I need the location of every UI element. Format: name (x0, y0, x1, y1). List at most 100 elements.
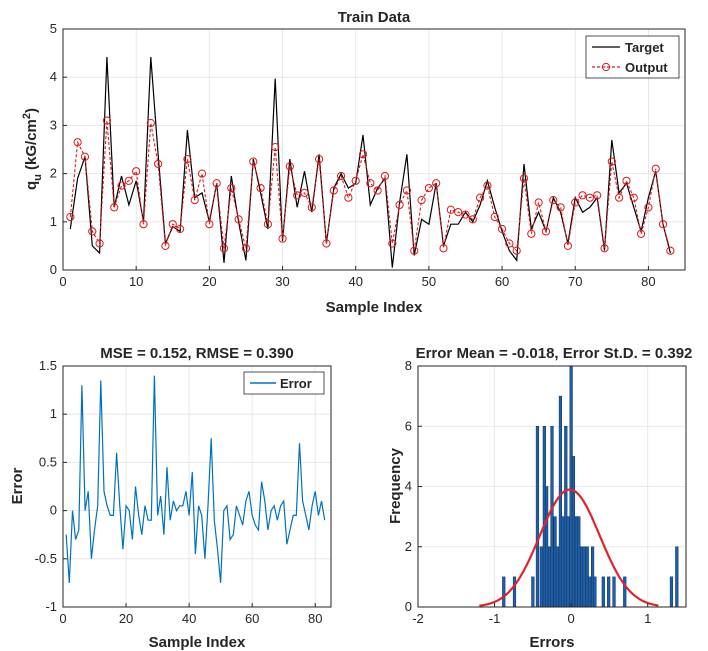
output-point (461, 210, 470, 219)
error-ytick-label: 0 (50, 503, 57, 518)
train-ytick-label: 4 (50, 69, 57, 84)
train-xtick-label: 20 (202, 274, 216, 289)
output-point (615, 193, 624, 202)
hist-bar (669, 576, 674, 608)
output-point (439, 244, 448, 253)
output-point (336, 171, 346, 181)
error-ytick-label: -0.5 (35, 551, 57, 566)
output-point (395, 200, 404, 210)
output-point (256, 183, 265, 193)
output-point (205, 220, 214, 229)
error-series (65, 375, 326, 583)
output-point (241, 244, 251, 253)
train-xtick-label: 0 (59, 274, 66, 289)
error-ticks: 0 20 40 60 80 -1 -0.5 0 0.5 1 1.5 (35, 358, 323, 626)
hist-bar (545, 486, 549, 608)
error-xtick-label: 60 (245, 611, 259, 626)
train-ytick-label: 3 (50, 117, 57, 132)
hist-bar (566, 516, 570, 608)
hist-bar (593, 576, 597, 608)
output-point (578, 191, 587, 200)
output-point (66, 212, 75, 222)
output-point (527, 229, 536, 238)
output-point (593, 191, 602, 200)
legend-output-label: Output (625, 60, 668, 75)
hist-ytick-label: 6 (405, 418, 412, 433)
output-point (541, 227, 551, 236)
train-plot-area (63, 29, 685, 270)
output-point (483, 181, 492, 190)
train-title: Train Data (338, 9, 411, 26)
error-xtick-label: 0 (59, 611, 66, 626)
output-point (505, 239, 514, 248)
hist-xtick-label: 1 (644, 611, 651, 626)
output-point (329, 186, 338, 195)
hist-bar (561, 516, 565, 608)
error-line (65, 375, 326, 583)
hist-bar (512, 576, 517, 608)
output-point (175, 224, 185, 234)
output-point (117, 181, 126, 190)
output-point (424, 183, 433, 193)
hist-bar (577, 516, 581, 608)
output-point (563, 241, 573, 250)
histogram-chart: -2 -1 0 1 0 2 4 6 8 Error Mean = -0.018, Error S… (387, 345, 692, 651)
output-point (263, 220, 272, 229)
output-point (454, 208, 463, 217)
output-point (410, 246, 419, 255)
output-point (497, 224, 507, 234)
output-point (183, 155, 192, 164)
train-legend: Target Output (585, 35, 680, 79)
output-point (585, 193, 594, 202)
error-title: MSE = 0.152, RMSE = 0.390 (100, 345, 293, 362)
hist-xlabel: Errors (529, 634, 574, 651)
output-point (249, 157, 258, 166)
hist-xtick-label: -2 (412, 611, 424, 626)
train-ytick-label: 0 (50, 262, 57, 277)
output-point (534, 198, 543, 207)
output-point (197, 169, 207, 178)
train-xtick-label: 70 (568, 274, 582, 289)
output-point (651, 164, 660, 173)
output-point (351, 176, 360, 185)
error-legend-box (243, 371, 325, 395)
hist-bar (502, 576, 506, 608)
train-xtick-label: 60 (495, 274, 509, 289)
output-point (417, 196, 426, 205)
error-ytick-label: 1 (50, 406, 57, 421)
train-ylabel-q: q (23, 181, 40, 190)
train-ylabel-close: ) (23, 108, 40, 113)
error-legend: Error (243, 371, 325, 395)
train-ylabel-sub: u (32, 174, 44, 181)
error-xtick-label: 80 (308, 611, 322, 626)
output-point (380, 171, 390, 181)
output-point (358, 150, 368, 159)
output-point (80, 152, 90, 161)
hist-bar (587, 576, 592, 608)
error-xlabel: Sample Index (149, 634, 246, 651)
output-point (227, 183, 236, 193)
hist-ytick-label: 8 (405, 358, 412, 373)
legend-target-label: Target (625, 40, 664, 55)
train-xtick-label: 50 (422, 274, 436, 289)
train-ylabel-unit: (kG/cm (23, 119, 40, 174)
hist-bar (675, 546, 679, 608)
hist-title: Error Mean = -0.018, Error St.D. = 0.392 (416, 345, 693, 362)
hist-xtick-label: 0 (568, 611, 575, 626)
output-point (490, 212, 499, 222)
output-point (132, 167, 141, 176)
output-point (519, 174, 529, 183)
train-xtick-label: 10 (129, 274, 143, 289)
output-point (293, 191, 302, 200)
output-point (512, 246, 521, 255)
hist-ytick-label: 2 (405, 539, 412, 554)
legend-error-label: Error (280, 376, 312, 391)
output-point (88, 227, 97, 236)
train-data-chart: 0 10 20 30 40 50 60 70 80 0 1 2 3 4 5 Train Data Sampl… (21, 9, 686, 316)
error-ytick-label: 0.5 (39, 454, 57, 469)
output-point (219, 244, 229, 253)
hist-bar (539, 546, 543, 608)
train-xlabel: Sample Index (326, 299, 423, 316)
output-point (432, 179, 441, 188)
